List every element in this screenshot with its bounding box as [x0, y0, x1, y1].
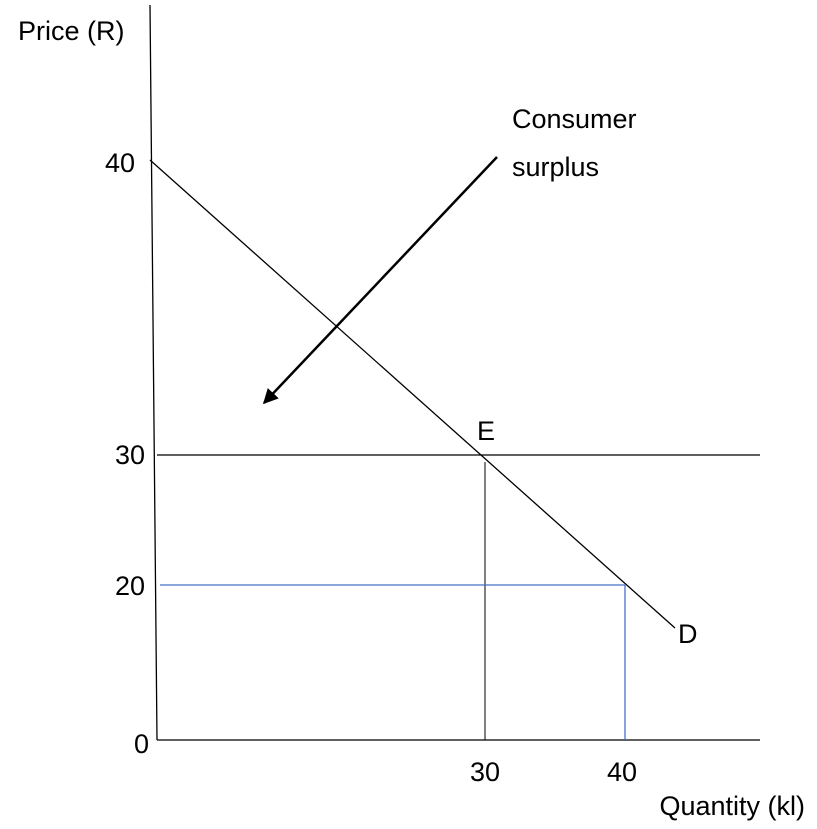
demand-label: D	[678, 619, 698, 649]
arrow	[262, 156, 498, 405]
y-axis-label: Price (R)	[18, 16, 125, 46]
x-tick-label: 40	[607, 757, 637, 787]
equilibrium-label: E	[477, 416, 495, 446]
annotation: Consumer	[512, 104, 637, 134]
y-axis	[149, 4, 158, 741]
x-axis-label: Quantity (kl)	[659, 791, 805, 821]
x-tick-label: 30	[470, 757, 500, 787]
y-tick-label: 0	[134, 729, 149, 759]
y-tick-label: 40	[105, 148, 135, 178]
y-tick-label: 20	[115, 571, 145, 601]
y-tick-label: 30	[115, 440, 145, 470]
demand-curve	[149, 159, 676, 629]
annotation: surplus	[512, 152, 599, 182]
